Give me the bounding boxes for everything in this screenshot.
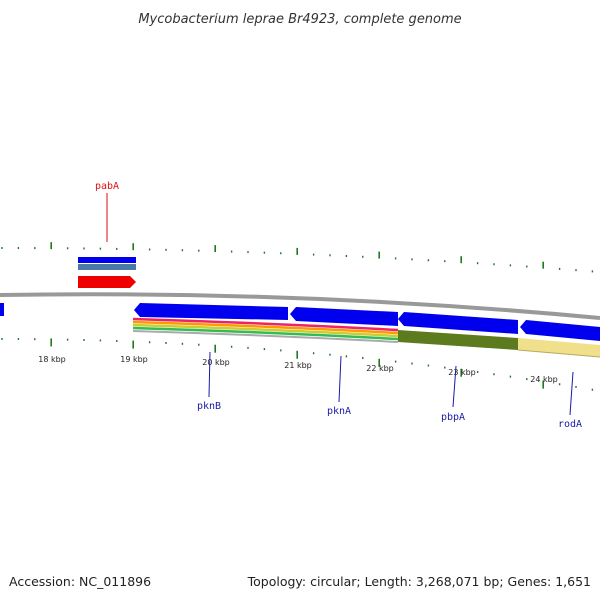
pabA-forward-feature <box>78 257 136 263</box>
pabA-gene-arrow <box>78 276 136 288</box>
scale-label: 19 kbp <box>120 355 148 364</box>
scale-label: 24 kbp <box>530 375 558 384</box>
scale-labels: 18 kbp 19 kbp 20 kbp 21 kbp 22 kbp 23 kb… <box>38 355 558 384</box>
gene-arrows-forward <box>134 303 600 341</box>
stripe-olive-block <box>398 330 518 350</box>
scale-label: 18 kbp <box>38 355 66 364</box>
stripe-red <box>132 317 399 332</box>
pabA-features <box>78 257 136 288</box>
feature-stripes <box>132 317 600 358</box>
outer-tick-ring <box>1 242 594 273</box>
genome-summary-footer: Topology: circular; Length: 3,268,071 bp… <box>247 574 591 589</box>
stripe-yellow <box>132 323 399 338</box>
gene-label-pknA: pknA <box>327 406 351 417</box>
gene-arrow-pknA <box>290 307 398 326</box>
gene-label-pknB: pknB <box>197 401 221 412</box>
scale-label: 21 kbp <box>284 361 312 370</box>
pabA-steel-feature <box>78 264 136 270</box>
rodA-leader-line <box>569 371 574 416</box>
gene-label-rodA: rodA <box>558 419 582 430</box>
inner-tick-ring <box>1 338 594 391</box>
scale-label: 22 kbp <box>366 364 394 373</box>
gene-label-pabA: pabA <box>95 181 119 192</box>
stripe-orange <box>132 320 399 335</box>
stripe-khaki-edge <box>517 349 600 358</box>
genome-backbone <box>0 292 600 320</box>
pbpA-leader-line <box>452 365 457 408</box>
stripe-green <box>132 326 399 341</box>
pknB-leader-line <box>208 351 211 398</box>
gene-labels: pabA pknB pknA pbpA rodA <box>95 181 582 430</box>
gene-arrow-rodA <box>520 320 600 341</box>
scale-label: 20 kbp <box>202 358 230 367</box>
gene-arrow-pknB <box>134 303 288 320</box>
scale-label: 23 kbp <box>448 368 476 377</box>
pknA-leader-line <box>338 355 342 403</box>
genome-title: Mycobacterium leprae Br4923, complete ge… <box>138 12 461 27</box>
gene-arrow-pbpA <box>398 312 518 334</box>
gene-label-pbpA: pbpA <box>441 412 465 423</box>
accession-footer: Accession: NC_011896 <box>9 574 152 589</box>
gene-fragment-left <box>0 303 4 316</box>
stripe-khaki-block <box>518 338 600 357</box>
gene-label-lines <box>106 193 574 416</box>
stripe-grey <box>132 330 399 343</box>
